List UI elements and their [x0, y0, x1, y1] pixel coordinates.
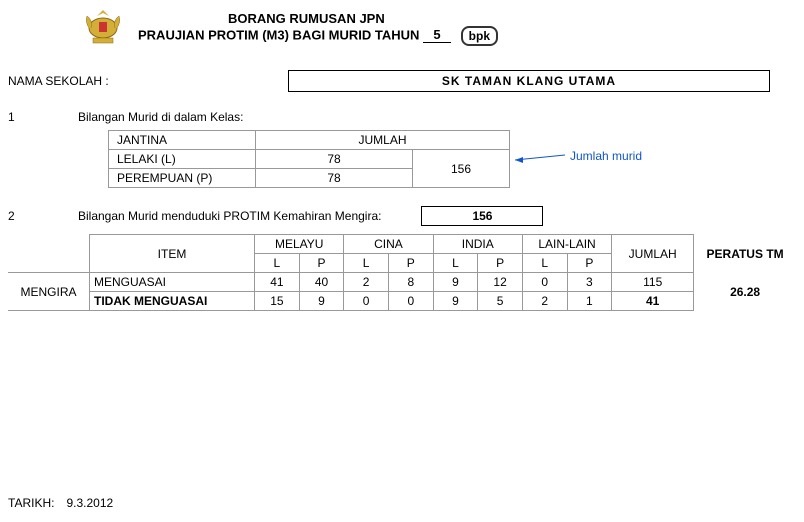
lai-p: P — [567, 254, 612, 273]
lelaki-value: 78 — [256, 150, 413, 169]
lai-l: L — [522, 254, 567, 273]
r2v6: 2 — [522, 292, 567, 311]
cin-p: P — [388, 254, 433, 273]
eth-india: INDIA — [433, 235, 522, 254]
r2v5: 5 — [478, 292, 523, 311]
gender-total: 156 — [413, 150, 510, 188]
perempuan-value: 78 — [256, 169, 413, 188]
item-header: ITEM — [89, 235, 254, 273]
mel-l: L — [255, 254, 300, 273]
title-text: PRAUJIAN PROTIM (M3) BAGI MURID TAHUN — [138, 27, 419, 42]
date-value: 9.3.2012 — [66, 496, 113, 510]
peratus-header: PERATUS TM — [694, 235, 796, 273]
r2v3: 0 — [388, 292, 433, 311]
jumlah-header: JUMLAH — [256, 131, 510, 150]
r2v4: 9 — [433, 292, 478, 311]
lelaki-label: LELAKI (L) — [109, 150, 256, 169]
mel-p: P — [299, 254, 344, 273]
r2jum: 41 — [612, 292, 694, 311]
r1v3: 8 — [388, 273, 433, 292]
eth-cina: CINA — [344, 235, 433, 254]
r1v0: 41 — [255, 273, 300, 292]
r1v4: 9 — [433, 273, 478, 292]
r1jum: 115 — [612, 273, 694, 292]
main-table: ITEM MELAYU CINA INDIA LAIN-LAIN JUMLAH … — [8, 234, 796, 311]
section1-header: 1 Bilangan Murid di dalam Kelas: — [8, 110, 796, 124]
section1-num: 1 — [8, 110, 78, 124]
r2v0: 15 — [255, 292, 300, 311]
eth-melayu: MELAYU — [255, 235, 344, 254]
title-line2: PRAUJIAN PROTIM (M3) BAGI MURID TAHUN 5 … — [138, 26, 498, 46]
jantina-header: JANTINA — [109, 131, 256, 150]
section2-total: 156 — [421, 206, 543, 226]
school-row: NAMA SEKOLAH : SK TAMAN KLANG UTAMA — [8, 70, 796, 92]
r1v1: 40 — [299, 273, 344, 292]
eth-lain: LAIN-LAIN — [522, 235, 611, 254]
row2-name: TIDAK MENGUASAI — [89, 292, 254, 311]
r2v2: 0 — [344, 292, 389, 311]
cin-l: L — [344, 254, 389, 273]
ind-p: P — [478, 254, 523, 273]
annotation: Jumlah murid — [570, 149, 642, 163]
crest-icon — [78, 8, 128, 48]
r2v1: 9 — [299, 292, 344, 311]
ind-l: L — [433, 254, 478, 273]
header: BORANG RUMUSAN JPN PRAUJIAN PROTIM (M3) … — [8, 8, 796, 48]
annotation-text: Jumlah murid — [570, 149, 642, 163]
r1v5: 12 — [478, 273, 523, 292]
r2v7: 1 — [567, 292, 612, 311]
bpk-badge: bpk — [461, 26, 498, 46]
side-label: MENGIRA — [8, 273, 89, 311]
perempuan-label: PEREMPUAN (P) — [109, 169, 256, 188]
gender-table: JANTINA JUMLAH LELAKI (L) 78 156 PEREMPU… — [108, 130, 510, 188]
section2-text: Bilangan Murid menduduki PROTIM Kemahira… — [78, 209, 381, 223]
row1-name: MENGUASAI — [89, 273, 254, 292]
peratus-value: 26.28 — [694, 273, 796, 311]
date-label: TARIKH: — [8, 496, 54, 510]
section2-num: 2 — [8, 209, 78, 223]
r1v2: 2 — [344, 273, 389, 292]
section1-text: Bilangan Murid di dalam Kelas: — [78, 110, 243, 124]
r1v7: 3 — [567, 273, 612, 292]
section2-header: 2 Bilangan Murid menduduki PROTIM Kemahi… — [8, 206, 796, 226]
school-name: SK TAMAN KLANG UTAMA — [288, 70, 770, 92]
r1v6: 0 — [522, 273, 567, 292]
date-row: TARIKH: 9.3.2012 — [8, 496, 113, 510]
jumlah-col: JUMLAH — [612, 235, 694, 273]
school-label: NAMA SEKOLAH : — [8, 74, 188, 88]
title-line1: BORANG RUMUSAN JPN — [138, 11, 498, 26]
year-value: 5 — [423, 27, 451, 43]
